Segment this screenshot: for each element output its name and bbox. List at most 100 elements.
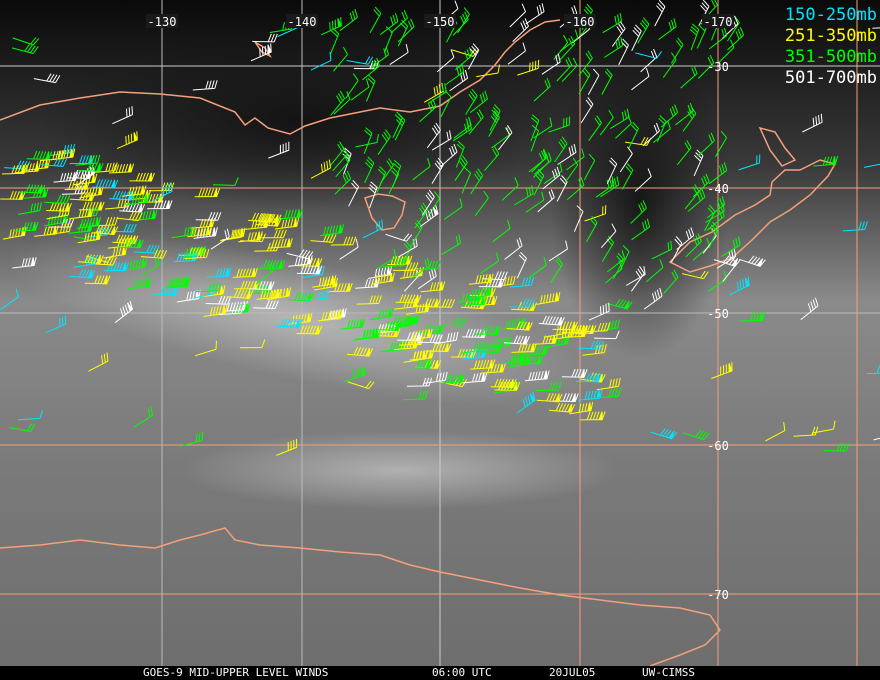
- wind-barb: [587, 68, 600, 95]
- wind-barb: [248, 281, 275, 290]
- wind-barb: [630, 200, 647, 224]
- wind-barb: [576, 373, 602, 383]
- wind-barb: [557, 143, 577, 165]
- wind-barb: [192, 80, 218, 91]
- wind-barb: [319, 224, 344, 237]
- longitude-label: -170: [704, 15, 733, 29]
- wind-barb: [516, 391, 536, 414]
- wind-barb: [680, 65, 698, 89]
- wind-barb: [180, 431, 204, 447]
- wind-barb: [234, 280, 260, 290]
- wind-barb: [528, 256, 547, 279]
- wind-barb: [705, 202, 725, 223]
- wind-barb: [332, 146, 348, 172]
- wind-barb: [533, 153, 550, 178]
- wind-barb: [407, 359, 433, 369]
- wind-barb: [103, 245, 128, 259]
- wind-barb: [368, 181, 378, 209]
- wind-barb: [133, 406, 154, 428]
- wind-barb: [125, 193, 150, 206]
- legend-entry: 251-350mb: [785, 26, 877, 46]
- wind-barb: [595, 176, 615, 198]
- wind-barb: [569, 402, 594, 415]
- wind-barb: [578, 340, 604, 350]
- wind-barb: [392, 111, 403, 139]
- wind-barb: [714, 130, 727, 157]
- wind-barb: [69, 191, 96, 202]
- wind-barb: [503, 335, 530, 345]
- wind-barb: [684, 184, 700, 210]
- wind-barb: [0, 288, 19, 311]
- wind-barb: [663, 269, 679, 295]
- wind-barb: [369, 6, 382, 33]
- wind-barb: [559, 35, 576, 61]
- longitude-label: -140: [288, 15, 317, 29]
- wind-barb: [509, 276, 535, 288]
- latitude-label: -30: [707, 60, 729, 74]
- wind-barb: [104, 198, 130, 210]
- label-bg: [286, 14, 318, 28]
- wind-barb: [523, 345, 549, 355]
- wind-barb: [692, 173, 710, 198]
- wind-barb: [685, 233, 702, 258]
- wind-barb: [452, 11, 469, 36]
- wind-barb: [813, 155, 839, 167]
- wind-barb: [586, 215, 598, 243]
- wind-barb: [689, 23, 700, 51]
- wind-barb: [824, 442, 850, 452]
- wind-barb: [548, 240, 568, 262]
- wind-barb: [480, 363, 506, 374]
- wind-barb: [77, 254, 104, 264]
- wind-barb: [507, 42, 526, 65]
- wind-barb: [23, 188, 49, 199]
- wind-barb: [670, 37, 684, 64]
- wind-barb: [606, 250, 626, 273]
- wind-barb: [152, 182, 173, 202]
- wind-barb: [488, 110, 500, 137]
- wind-barb: [364, 156, 375, 184]
- wind-barb: [397, 19, 409, 47]
- wind-barb: [578, 50, 593, 76]
- wind-barb: [469, 90, 488, 113]
- wind-barb: [385, 233, 413, 242]
- longitude-label: -150: [426, 15, 455, 29]
- wind-barb: [660, 104, 679, 128]
- wind-barb: [738, 154, 761, 171]
- wind-barb: [267, 238, 293, 249]
- wind-barb: [573, 205, 584, 232]
- wind-barb: [116, 131, 138, 150]
- wind-barb: [8, 423, 36, 433]
- wind-barb: [118, 239, 144, 249]
- wind-barb: [365, 75, 376, 102]
- wind-barb: [412, 158, 431, 181]
- wind-barb: [549, 402, 576, 413]
- longitude-label: -130: [148, 15, 177, 29]
- wind-barb: [588, 115, 602, 141]
- wind-barb: [556, 57, 573, 82]
- wind-barb: [514, 185, 534, 206]
- wind-barb: [227, 289, 254, 299]
- wind-barb: [184, 249, 210, 260]
- wind-barb: [676, 140, 692, 166]
- wind-barb: [77, 230, 102, 244]
- wind-barb: [537, 189, 555, 213]
- wind-barb: [382, 256, 408, 268]
- wind-barb: [339, 9, 358, 32]
- wind-barb: [601, 68, 613, 95]
- wind-barb: [318, 310, 343, 322]
- wind-barb: [171, 226, 196, 239]
- source-label: UW-CIMSS: [642, 666, 695, 679]
- wind-barb: [506, 321, 533, 331]
- wind-barb: [274, 217, 300, 230]
- wind-barb: [34, 225, 59, 237]
- wind-barb: [704, 204, 716, 232]
- wind-barb: [595, 388, 622, 398]
- wind-barb: [45, 315, 67, 334]
- wind-barb: [252, 33, 278, 43]
- wind-barb: [406, 377, 433, 387]
- wind-barb: [147, 200, 173, 210]
- wind-barb: [580, 411, 606, 421]
- wind-barb: [390, 10, 408, 34]
- wind-barb: [811, 420, 836, 434]
- legend-entry: 150-250mb: [785, 5, 877, 25]
